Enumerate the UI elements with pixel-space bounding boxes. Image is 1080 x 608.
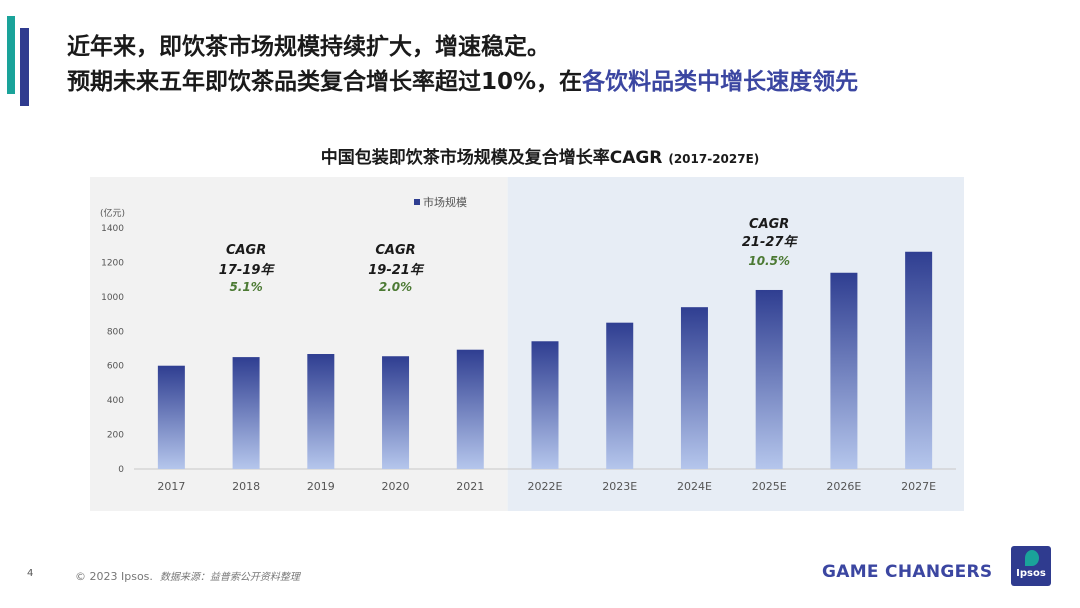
x-tick-label: 2025E bbox=[752, 480, 787, 493]
y-tick-label: 400 bbox=[107, 396, 124, 406]
cagr-period: 17-19年 bbox=[219, 262, 276, 278]
x-tick-label: 2021 bbox=[456, 480, 484, 493]
logo-leaf-icon bbox=[1025, 550, 1039, 566]
cagr-value: 10.5% bbox=[748, 254, 790, 268]
cagr-label: CAGR bbox=[749, 217, 789, 232]
bar bbox=[307, 354, 335, 469]
source-note: 数据来源：益普索公开资料整理 bbox=[159, 572, 300, 583]
cagr-label: CAGR bbox=[226, 243, 266, 258]
bar bbox=[830, 272, 858, 469]
bar bbox=[232, 357, 260, 469]
cagr-period: 21-27年 bbox=[742, 234, 799, 250]
y-tick-label: 1400 bbox=[101, 224, 124, 234]
y-tick-label: 0 bbox=[118, 465, 124, 475]
logo-text: Ipsos bbox=[1016, 568, 1046, 579]
title-line-2: 预期未来五年即饮茶品类复合增长率超过10%，在各饮料品类中增长速度领先 bbox=[67, 65, 858, 100]
tagline: GAME CHANGERS bbox=[822, 562, 993, 582]
legend-swatch bbox=[414, 199, 420, 205]
bar bbox=[680, 307, 708, 469]
title-line-2-prefix: 预期未来五年即饮茶品类复合增长率超过10%，在 bbox=[67, 69, 583, 95]
x-tick-label: 2019 bbox=[307, 480, 335, 493]
accent-bar-navy bbox=[20, 28, 29, 106]
bar bbox=[606, 322, 634, 469]
chart-title-period: (2017-2027E) bbox=[668, 152, 760, 166]
x-tick-label: 2027E bbox=[901, 480, 936, 493]
bar bbox=[456, 349, 484, 469]
cagr-period: 19-21年 bbox=[368, 262, 425, 278]
x-tick-label: 2023E bbox=[602, 480, 637, 493]
y-tick-label: 600 bbox=[107, 362, 124, 372]
chart-background-actual bbox=[90, 177, 508, 511]
footer-copyright: © 2023 Ipsos. 数据来源：益普索公开资料整理 bbox=[75, 568, 300, 583]
x-tick-label: 2024E bbox=[677, 480, 712, 493]
x-tick-label: 2017 bbox=[157, 480, 185, 493]
title-line-1: 近年来，即饮茶市场规模持续扩大，增速稳定。 bbox=[67, 34, 550, 60]
bar bbox=[905, 251, 933, 469]
cagr-value: 5.1% bbox=[229, 280, 262, 294]
y-tick-label: 1200 bbox=[101, 258, 124, 268]
cagr-label: CAGR bbox=[375, 243, 415, 258]
ipsos-logo: Ipsos bbox=[1011, 546, 1051, 586]
copyright-text: © 2023 Ipsos. bbox=[75, 570, 153, 583]
bar bbox=[157, 365, 185, 469]
bar-chart: 市场规模 (亿元) 0 200 400 600 800 1000 1200 1400 2017 201… bbox=[90, 177, 964, 511]
x-tick-label: 2022E bbox=[528, 480, 563, 493]
x-tick-label: 2018 bbox=[232, 480, 260, 493]
x-tick-label: 2026E bbox=[826, 480, 861, 493]
bar bbox=[755, 289, 783, 469]
page-number: 4 bbox=[27, 568, 34, 579]
y-tick-label: 200 bbox=[107, 431, 124, 441]
x-tick-label: 2020 bbox=[382, 480, 410, 493]
y-tick-label: 800 bbox=[107, 327, 124, 337]
title-line-2-highlight: 各饮料品类中增长速度领先 bbox=[582, 69, 859, 95]
chart-background-forecast bbox=[507, 177, 964, 511]
page-title: 近年来，即饮茶市场规模持续扩大，增速稳定。 预期未来五年即饮茶品类复合增长率超过… bbox=[67, 30, 858, 100]
legend-label: 市场规模 bbox=[423, 195, 467, 209]
cagr-value: 2.0% bbox=[379, 280, 412, 294]
bar bbox=[382, 356, 410, 469]
y-tick-label: 1000 bbox=[101, 293, 124, 303]
chart-title: 中国包装即饮茶市场规模及复合增长率CAGR (2017-2027E) bbox=[0, 143, 1080, 168]
chart-title-text: 中国包装即饮茶市场规模及复合增长率CAGR bbox=[320, 148, 663, 168]
y-axis-unit: (亿元) bbox=[100, 207, 125, 219]
accent-bar-teal bbox=[7, 16, 15, 94]
bar bbox=[531, 341, 559, 469]
